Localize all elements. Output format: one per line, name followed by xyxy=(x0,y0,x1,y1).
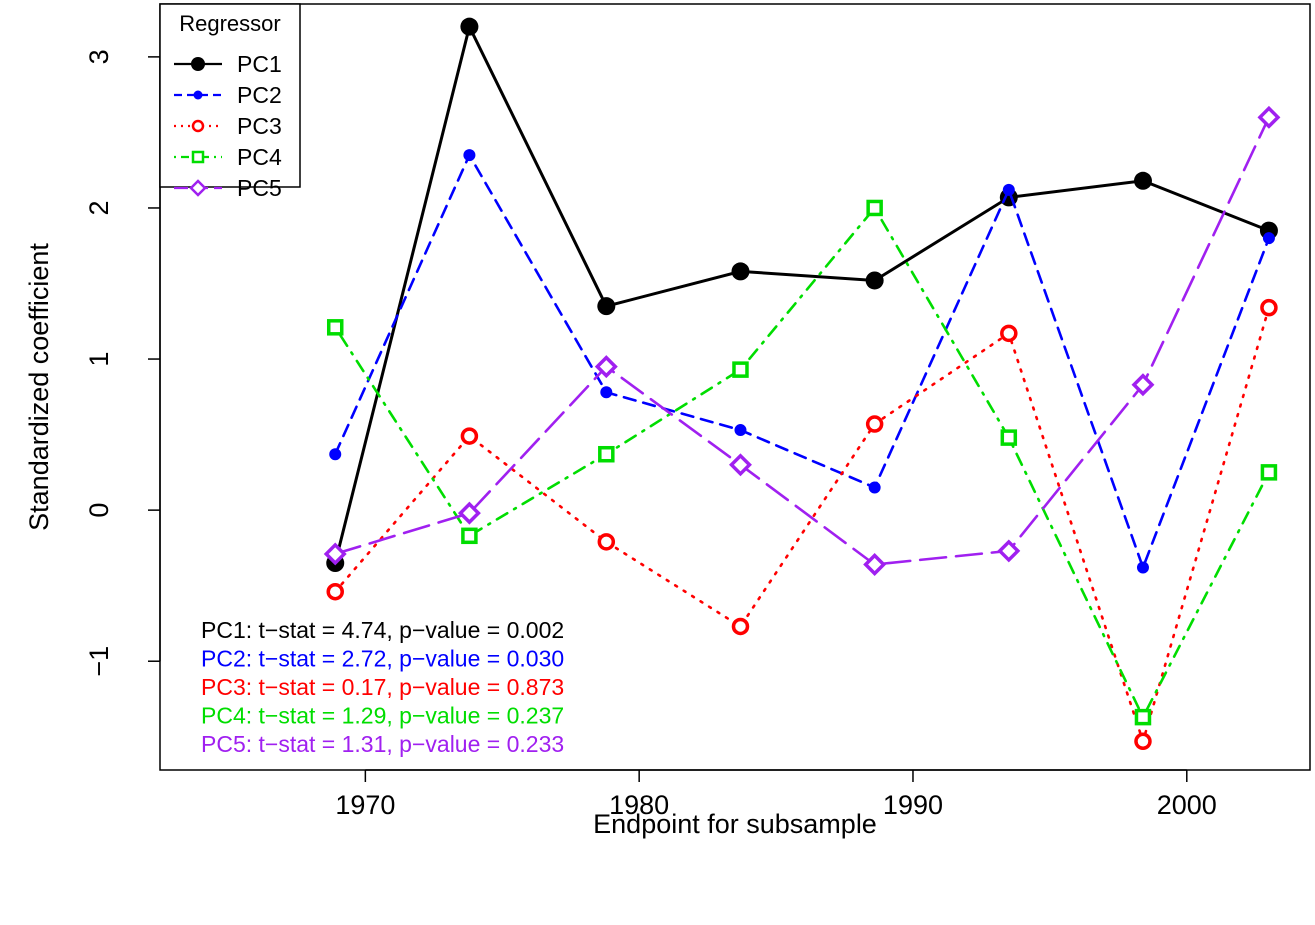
series-line-pc1 xyxy=(333,22,1271,565)
data-point-pc2 xyxy=(734,424,747,437)
data-point-pc1 xyxy=(597,297,616,316)
legend-label-pc3: PC3 xyxy=(237,113,282,139)
data-point-pc1 xyxy=(1133,171,1152,190)
stats-annotation: PC5: t−stat = 1.31, p−value = 0.233 xyxy=(201,731,564,757)
data-point-pc1 xyxy=(460,17,479,36)
legend-label-pc4: PC4 xyxy=(237,144,282,170)
x-tick-label: 2000 xyxy=(1157,790,1217,820)
data-point-pc2 xyxy=(600,386,613,399)
legend-title: Regressor xyxy=(179,11,280,36)
x-tick-label: 1980 xyxy=(609,790,669,820)
legend-marker-pc2 xyxy=(193,90,203,100)
data-point-pc4 xyxy=(461,527,478,545)
data-point-pc3 xyxy=(1134,732,1152,751)
data-point-pc4 xyxy=(732,361,749,378)
data-point-pc2 xyxy=(463,149,476,162)
data-point-pc5 xyxy=(997,539,1021,563)
y-axis: −1 0 1 2 3 xyxy=(84,49,161,677)
y-tick-label: 0 xyxy=(84,503,114,518)
legend-marker-pc4 xyxy=(191,150,205,164)
data-point-pc1 xyxy=(731,262,750,281)
data-point-pc2 xyxy=(329,448,342,461)
data-point-pc3 xyxy=(731,617,750,636)
data-point-pc2 xyxy=(1002,183,1015,196)
legend-label-pc2: PC2 xyxy=(237,82,282,108)
data-point-pc3 xyxy=(1260,298,1278,317)
data-point-pc4 xyxy=(866,199,883,217)
data-point-pc3 xyxy=(865,415,884,433)
data-point-pc5 xyxy=(729,453,752,477)
data-point-pc4 xyxy=(598,445,615,463)
y-tick-label: −1 xyxy=(84,646,114,677)
data-point-pc3 xyxy=(597,533,616,551)
series-pc4 xyxy=(326,199,1278,726)
legend-marker-pc3 xyxy=(191,119,205,133)
legend-marker-pc5 xyxy=(189,179,207,197)
legend: Regressor PC1 PC2 PC3 PC4 PC5 xyxy=(159,3,301,201)
data-point-pc5 xyxy=(457,501,481,525)
y-axis-label: Standardized coefficient xyxy=(24,243,54,531)
data-point-pc5 xyxy=(1131,373,1155,397)
stats-annotation: PC4: t−stat = 1.29, p−value = 0.237 xyxy=(201,703,564,729)
data-point-pc5 xyxy=(323,542,347,566)
data-point-pc5 xyxy=(863,553,887,576)
data-point-pc5 xyxy=(1257,105,1281,129)
legend-entry-pc1: PC1 xyxy=(174,51,282,77)
x-tick-label: 1990 xyxy=(883,790,943,820)
data-point-pc4 xyxy=(1134,708,1152,726)
legend-entry-pc2: PC2 xyxy=(174,82,282,108)
x-axis: 1970 1980 1990 2000 xyxy=(335,769,1217,820)
stats-annotations: PC1: t−stat = 4.74, p−value = 0.002 PC2: … xyxy=(201,617,564,757)
stats-annotation: PC3: t−stat = 0.17, p−value = 0.873 xyxy=(201,674,564,700)
legend-label-pc1: PC1 xyxy=(237,51,282,77)
data-point-pc3 xyxy=(326,582,344,601)
y-tick-label: 2 xyxy=(84,200,114,215)
series-pc5 xyxy=(323,105,1281,576)
data-point-pc2 xyxy=(1262,232,1275,245)
series-layer xyxy=(323,17,1281,751)
series-line-pc4 xyxy=(333,205,1271,721)
data-point-pc5 xyxy=(594,355,618,379)
x-tick-label: 1970 xyxy=(335,790,395,820)
y-tick-label: 1 xyxy=(84,352,114,367)
data-point-pc3 xyxy=(1000,324,1018,343)
data-point-pc2 xyxy=(1136,561,1149,574)
data-point-pc1 xyxy=(865,271,884,290)
legend-marker-pc1 xyxy=(191,57,205,71)
data-point-pc3 xyxy=(460,427,479,445)
legend-label-pc5: PC5 xyxy=(237,175,282,201)
legend-entry-pc5: PC5 xyxy=(174,175,282,201)
data-point-pc4 xyxy=(1000,429,1018,446)
series-line-pc5 xyxy=(333,116,1271,566)
data-point-pc2 xyxy=(868,481,881,494)
y-tick-label: 3 xyxy=(84,49,114,64)
legend-entry-pc3: PC3 xyxy=(174,113,282,139)
data-point-pc4 xyxy=(1260,464,1278,481)
legend-entry-pc4: PC4 xyxy=(174,144,282,170)
series-pc2 xyxy=(329,149,1275,574)
data-point-pc4 xyxy=(326,319,344,336)
stats-annotation: PC2: t−stat = 2.72, p−value = 0.030 xyxy=(201,646,564,672)
stats-annotation: PC1: t−stat = 4.74, p−value = 0.002 xyxy=(201,617,564,643)
series-line-pc2 xyxy=(333,152,1271,572)
x-axis-label: Endpoint for subsample xyxy=(593,809,877,839)
